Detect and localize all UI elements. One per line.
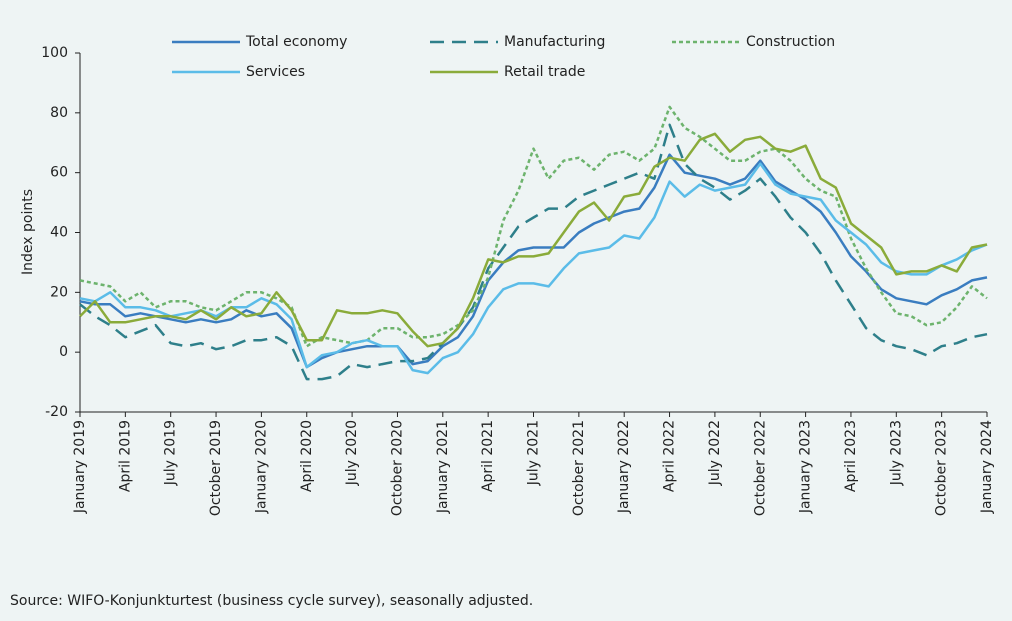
y-tick-label: -20 (45, 404, 68, 420)
x-tick-label: October 2023 (934, 420, 950, 516)
x-tick-label: January 2021 (435, 420, 451, 514)
x-tick-label: January 2019 (72, 420, 88, 514)
x-tick-label: January 2020 (253, 420, 269, 514)
legend-label: Construction (746, 34, 835, 50)
y-tick-label: 80 (50, 105, 68, 121)
series-line (79, 105, 988, 348)
x-tick-label: April 2022 (662, 420, 678, 492)
series-line (79, 132, 988, 348)
x-tick-label: July 2021 (526, 420, 542, 486)
x-tick-label: April 2023 (843, 420, 859, 492)
legend-label: Retail trade (504, 64, 585, 80)
y-tick-label: 100 (41, 45, 68, 61)
x-tick-label: October 2021 (571, 420, 587, 516)
x-tick-label: July 2023 (888, 420, 904, 486)
x-tick-label: October 2022 (752, 420, 768, 516)
x-tick-label: April 2020 (299, 420, 315, 492)
y-tick-label: 0 (59, 344, 68, 360)
x-tick-label: January 2024 (979, 420, 995, 514)
y-tick-label: 40 (50, 225, 68, 241)
x-tick-label: January 2023 (798, 420, 814, 514)
y-tick-label: 60 (50, 165, 68, 181)
x-tick-label: July 2022 (707, 420, 723, 486)
x-tick-label: April 2021 (480, 420, 496, 492)
series-line (79, 123, 988, 381)
legend-label: Total economy (245, 34, 347, 50)
x-tick-label: July 2020 (344, 420, 360, 486)
x-tick-label: October 2019 (208, 420, 224, 516)
x-tick-label: January 2022 (616, 420, 632, 514)
y-axis-label: Index points (20, 189, 36, 275)
series-line (79, 153, 988, 369)
legend-label: Services (246, 64, 305, 80)
x-tick-label: April 2019 (117, 420, 133, 492)
x-tick-label: July 2019 (163, 420, 179, 486)
y-tick-label: 20 (50, 284, 68, 300)
x-tick-label: October 2020 (389, 420, 405, 516)
source-note: Source: WIFO-Konjunkturtest (business cy… (10, 593, 533, 609)
legend-label: Manufacturing (504, 34, 605, 50)
